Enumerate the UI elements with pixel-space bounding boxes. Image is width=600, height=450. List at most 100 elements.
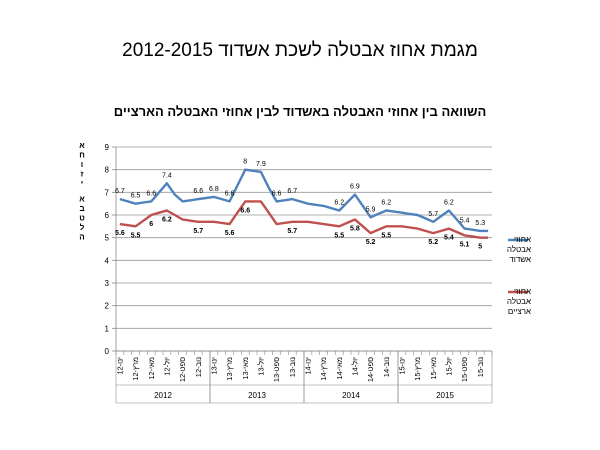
data-label: 6.6	[272, 190, 282, 197]
data-label: 5.7	[428, 211, 438, 218]
data-label: 6.2	[444, 199, 454, 206]
data-label: 5.5	[334, 232, 344, 239]
year-label: 2014	[342, 391, 360, 400]
x-tick-label: נוב-14	[382, 357, 391, 377]
x-tick-label: יול-13	[256, 357, 265, 376]
data-label: 5.6	[225, 230, 235, 237]
data-label: 6.7	[287, 188, 297, 195]
y-tick-label: 3	[105, 279, 110, 288]
legend-label: אבטלה	[507, 297, 531, 306]
y-axis-label-char: ה	[79, 233, 84, 242]
data-label: 6.8	[209, 186, 219, 193]
data-labels: 6.7 6.5 6.6 7.4 6.6 6.8 6.6 8 7.9 6.6 6.7 6.2 6.9 5.9…	[115, 159, 485, 251]
x-tick-label: מאי-14	[335, 357, 344, 380]
year-label: 2013	[248, 391, 266, 400]
y-tick-label: 5	[105, 234, 110, 243]
year-label: 2012	[154, 391, 172, 400]
data-label: 6.2	[162, 216, 172, 223]
chart-title: השוואה בין אחוזי האבטלה באשדוד לבין אחוז…	[113, 104, 487, 119]
y-axis-label-char: א	[79, 141, 85, 150]
x-tick-label: נוב-12	[194, 357, 203, 377]
x-tick-label: ינו-14	[303, 357, 312, 375]
data-label: 7.4	[162, 172, 172, 179]
data-label: 5.7	[193, 228, 203, 235]
data-label: 5.7	[287, 228, 297, 235]
x-tick-label: ינו-15	[397, 357, 406, 375]
legend-label: אשדוד	[509, 255, 531, 264]
y-axis-label-char: ו	[81, 160, 83, 169]
x-tick-label: נוב-15	[476, 357, 485, 377]
legend-label: אבטלה	[507, 245, 531, 254]
data-label: 5.2	[428, 239, 438, 246]
x-tick-label: יול-14	[350, 357, 359, 376]
x-tick-label: ספט-13	[272, 357, 281, 382]
series-line-ashdod	[119, 168, 489, 233]
y-tick-label: 7	[105, 188, 110, 197]
y-axis-ticks: 0 1 2 3 4 5 6 7 8 9	[105, 143, 116, 356]
x-tick-label: ספט-12	[178, 357, 187, 382]
x-tick-label: מרץ-12	[131, 357, 140, 381]
axes	[115, 147, 492, 352]
x-tick-label: ינו-12	[115, 357, 124, 375]
data-label: 6.5	[131, 193, 141, 200]
y-axis-label-char: ח	[79, 151, 85, 160]
y-tick-label: 6	[105, 211, 110, 220]
x-tick-label: יול-12	[162, 357, 171, 376]
slide-title: מגמת אחוז אבטלה לשכת אשדוד 2012-2015	[122, 40, 478, 61]
data-label: 5.4	[460, 218, 470, 225]
y-tick-label: 8	[105, 166, 110, 175]
y-axis-label-char: ז	[81, 170, 84, 179]
year-label: 2015	[436, 391, 454, 400]
data-label: 6.2	[381, 199, 391, 206]
data-label: 6.6	[225, 190, 235, 197]
y-axis-label-char: ל	[80, 223, 85, 232]
data-label: 5	[478, 244, 482, 251]
legend-label: אחוזי	[514, 235, 531, 244]
data-label: 5.3	[475, 220, 485, 227]
series-lines	[119, 168, 489, 239]
data-label: 5.5	[381, 232, 391, 239]
data-label: 8	[243, 159, 247, 166]
x-tick-label: ינו-13	[209, 357, 218, 375]
y-tick-label: 1	[105, 324, 110, 333]
year-groups: 2012 2013 2014 2015	[115, 351, 493, 404]
data-label: 6.6	[146, 190, 156, 197]
y-tick-label: 4	[105, 256, 110, 265]
y-tick-label: 9	[105, 143, 110, 152]
legend-label: אחוזי	[514, 287, 531, 296]
data-label: 6.6	[240, 207, 250, 214]
x-tick-label: ספט-14	[366, 357, 375, 382]
data-label: 6	[149, 221, 153, 228]
y-tick-label: 0	[105, 347, 110, 356]
y-axis-label-char: ט	[79, 214, 85, 223]
x-tick-label: מאי-13	[241, 357, 250, 380]
data-label: 5.4	[444, 235, 454, 242]
data-label: 6.9	[350, 184, 360, 191]
data-label: 5.9	[366, 206, 376, 213]
data-label: 6.6	[193, 188, 203, 195]
x-tick-label: מאי-12	[147, 357, 156, 380]
x-tick-label: ספט-15	[460, 357, 469, 382]
y-axis-label-char: ב	[79, 204, 84, 213]
legend-label: ארציים	[508, 307, 531, 316]
data-label: 5.2	[366, 239, 376, 246]
y-axis-label-char: א	[79, 195, 85, 204]
y-tick-label: 2	[105, 302, 110, 311]
data-label: 5.8	[350, 226, 360, 233]
x-tick-label: מרץ-15	[413, 357, 422, 381]
x-tick-label: מאי-15	[429, 357, 438, 380]
data-label: 6.7	[115, 188, 125, 195]
y-axis-label-char: י	[81, 179, 83, 188]
series-line-national	[119, 200, 489, 239]
data-label: 5.1	[460, 241, 470, 248]
data-label: 5.6	[115, 230, 125, 237]
x-tick-label: יול-15	[444, 357, 453, 376]
x-tick-label: מרץ-14	[319, 357, 328, 381]
data-label: 6.2	[334, 199, 344, 206]
data-label: 5.5	[131, 232, 141, 239]
gridlines	[116, 146, 492, 352]
x-tick-label: נוב-13	[288, 357, 297, 377]
x-tick-label: מרץ-13	[225, 357, 234, 381]
